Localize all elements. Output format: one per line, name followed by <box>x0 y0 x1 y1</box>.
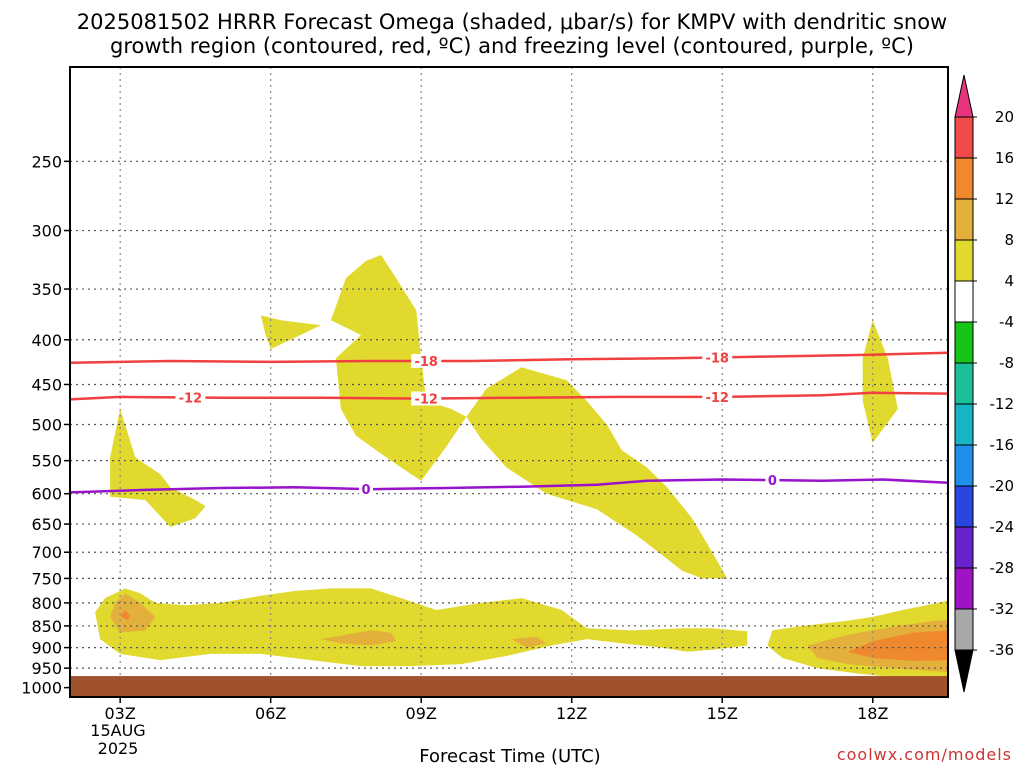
colorbar-label-4: 4 <box>1004 272 1014 290</box>
contour-label-bg <box>411 391 442 406</box>
colorbar-label--16: -16 <box>990 436 1015 454</box>
y-tick-label-700: 700 <box>31 543 62 562</box>
grid-lines <box>70 67 948 677</box>
x-tick-label-15Z: 15Z <box>707 704 738 723</box>
plot-frame <box>69 66 949 698</box>
colorbar-segment-4 <box>954 239 974 282</box>
contour-label-0-0: 0 <box>361 483 370 498</box>
contour-label--12-1: -12 <box>414 393 438 408</box>
y-tick-label-650: 650 <box>31 515 62 534</box>
y-tick-label-850: 850 <box>31 617 62 636</box>
y-tick-label-600: 600 <box>31 485 62 504</box>
omega-region-4-6 <box>862 320 898 443</box>
contour-label-bg <box>411 353 442 368</box>
contour-label--18-1: -18 <box>705 351 729 366</box>
omega-region-8-7 <box>110 593 156 633</box>
y-tick-label-400: 400 <box>31 331 62 350</box>
omega-shading <box>95 255 948 678</box>
colorbar-segment-8 <box>954 403 974 446</box>
x-date-label-year: 2025 <box>98 739 139 758</box>
colorbar-label--8: -8 <box>999 354 1014 372</box>
colorbar-bottom-arrow <box>954 649 974 693</box>
colorbar-label--24: -24 <box>990 518 1015 536</box>
contour-label--12-0: -12 <box>179 391 203 406</box>
colorbar-segment-7 <box>954 362 974 405</box>
colorbar: 20 16 12 8 4 -4 -8 -12 -16 -20 -24 -28 -32 -36 <box>954 74 1015 693</box>
y-tick-label-1000: 1000 <box>21 679 62 698</box>
colorbar-label--32: -32 <box>990 600 1015 618</box>
x-tick-label-03Z: 03Z <box>105 704 136 723</box>
y-tick-label-750: 750 <box>31 569 62 588</box>
y-tick-label-800: 800 <box>31 594 62 613</box>
x-axis-title: Forecast Time (UTC) <box>419 746 600 767</box>
contour-label--12-2: -12 <box>705 391 729 406</box>
y-tick-label-450: 450 <box>31 375 62 394</box>
temperature-contours: -18 -18 -12 -12 -12 0 0 <box>70 350 948 498</box>
contour-label-bg <box>359 482 374 497</box>
contour-line--18 <box>70 351 948 365</box>
y-tick-label-900: 900 <box>31 639 62 658</box>
x-tick-label-06Z: 06Z <box>255 704 286 723</box>
omega-region-4-2 <box>110 409 206 527</box>
omega-region-8-9 <box>511 636 547 648</box>
colorbar-segment-2 <box>954 157 974 200</box>
y-tick-label-950: 950 <box>31 659 62 678</box>
omega-region-4-4 <box>330 255 467 481</box>
colorbar-label-8: 8 <box>1004 231 1014 249</box>
omega-region-4-0 <box>95 588 748 667</box>
colorbar-segment-3 <box>954 198 974 241</box>
colorbar-label-16: 16 <box>995 149 1014 167</box>
y-tick-label-550: 550 <box>31 452 62 471</box>
chart-title-line-2: growth region (contoured, red, ºC) and f… <box>110 34 914 58</box>
y-tick-label-250: 250 <box>31 152 62 171</box>
x-date-label-day: 15AUG <box>90 721 145 740</box>
contour-label-bg <box>702 350 733 365</box>
ground-layer <box>70 676 948 697</box>
time-axis: 03Z 06Z 09Z 12Z 15Z 18Z <box>105 697 888 723</box>
chart-title-line-1: 2025081502 HRRR Forecast Omega (shaded, … <box>77 10 947 34</box>
contour-label--18-0: -18 <box>414 355 438 370</box>
colorbar-segment-11 <box>954 526 974 569</box>
omega-region-12-11 <box>120 610 131 621</box>
contour-label-bg <box>175 390 206 405</box>
colorbar-top-arrow <box>954 74 974 118</box>
colorbar-label--4: -4 <box>999 313 1014 331</box>
colorbar-label--12: -12 <box>990 395 1015 413</box>
omega-region-4-5 <box>466 367 728 579</box>
contour-label-bg <box>765 473 780 488</box>
colorbar-label-20: 20 <box>995 108 1014 126</box>
y-tick-label-300: 300 <box>31 222 62 241</box>
colorbar-segment-10 <box>954 485 974 528</box>
colorbar-segment-6 <box>954 321 974 364</box>
colorbar-label--28: -28 <box>990 559 1015 577</box>
contour-label-0-1: 0 <box>768 474 777 489</box>
colorbar-segment-12 <box>954 567 974 610</box>
colorbar-segment-13 <box>954 608 974 651</box>
omega-region-12-12 <box>847 630 948 661</box>
colorbar-segment-9 <box>954 444 974 487</box>
colorbar-label-12: 12 <box>995 190 1014 208</box>
contour-label-bg <box>702 389 733 404</box>
x-tick-label-18Z: 18Z <box>857 704 888 723</box>
y-tick-label-500: 500 <box>31 415 62 434</box>
omega-region-4-3 <box>260 315 321 350</box>
omega-region-8-8 <box>320 630 397 646</box>
colorbar-segment-5 <box>954 280 974 323</box>
pressure-axis: 250 300 350 400 450 500 550 600 650 700 750 800 850 9… <box>21 152 70 698</box>
y-tick-label-350: 350 <box>31 280 62 299</box>
credit-text: coolwx.com/models <box>837 745 1012 764</box>
colorbar-segment-1 <box>954 116 974 159</box>
x-tick-label-09Z: 09Z <box>406 704 437 723</box>
x-tick-label-12Z: 12Z <box>556 704 587 723</box>
ground-fill <box>70 676 948 697</box>
contour-line-0 <box>70 478 948 494</box>
colorbar-label--20: -20 <box>990 477 1015 495</box>
colorbar-label--36: -36 <box>990 641 1015 659</box>
